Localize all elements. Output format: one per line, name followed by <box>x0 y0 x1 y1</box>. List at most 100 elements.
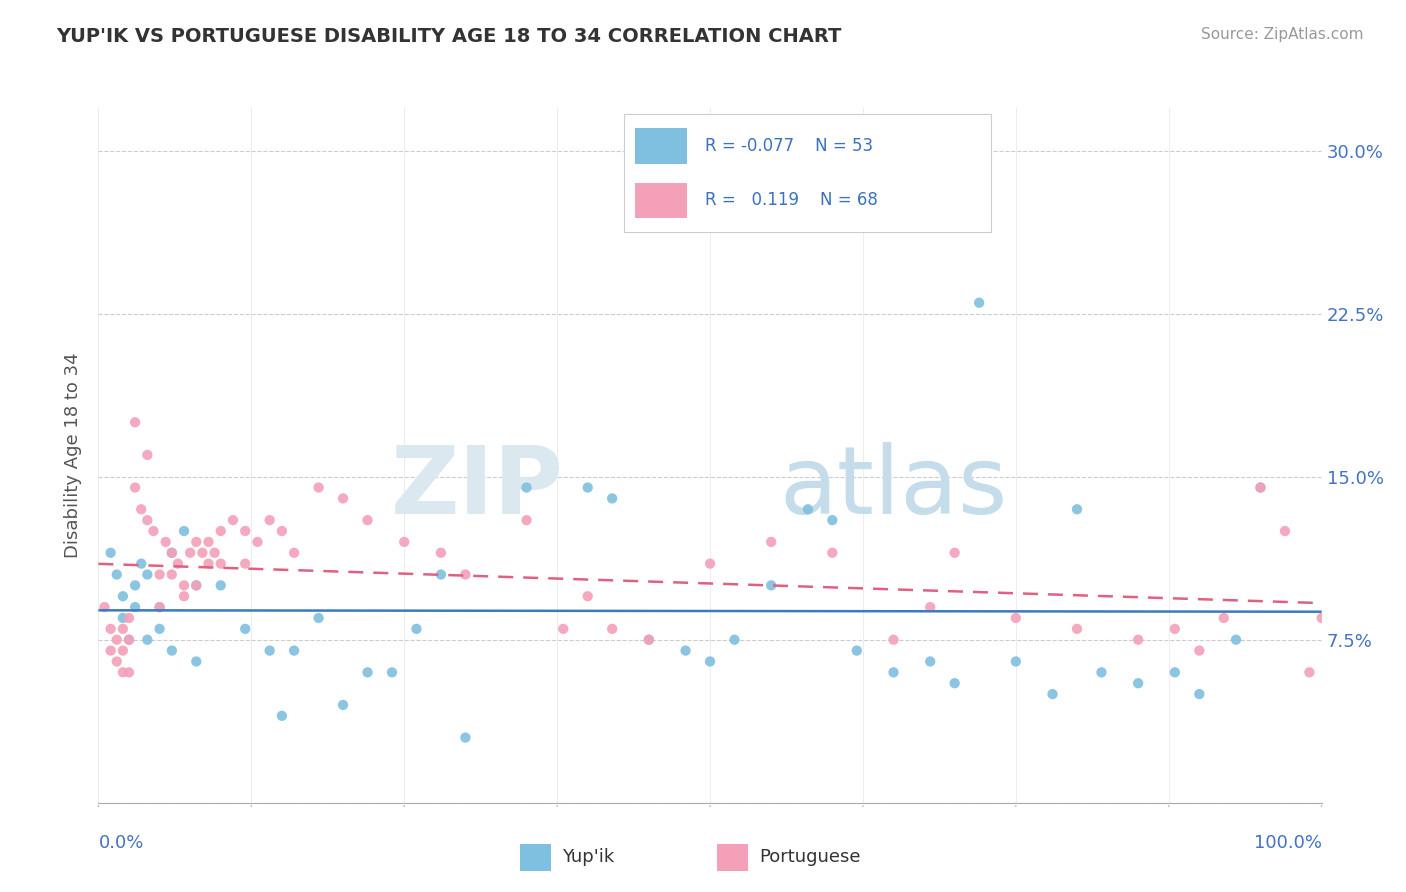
Point <box>920 600 942 615</box>
Point <box>209 557 232 571</box>
Point <box>638 632 661 647</box>
Point <box>675 643 697 657</box>
Point <box>160 567 183 582</box>
Point <box>430 567 453 582</box>
Point <box>105 567 128 582</box>
Point <box>233 524 256 538</box>
Point <box>1250 481 1272 495</box>
Point <box>155 535 177 549</box>
Text: atlas: atlas <box>779 442 1008 533</box>
Point <box>173 524 195 538</box>
Point <box>233 557 256 571</box>
Point <box>1042 687 1064 701</box>
Point <box>356 513 378 527</box>
Point <box>259 513 281 527</box>
Text: 100.0%: 100.0% <box>1254 834 1322 852</box>
Point <box>160 546 183 560</box>
Point <box>111 622 134 636</box>
Point <box>149 622 172 636</box>
Point <box>136 632 159 647</box>
Point <box>600 622 623 636</box>
Point <box>100 643 122 657</box>
Point <box>1004 655 1026 669</box>
Point <box>283 546 305 560</box>
Point <box>1066 502 1088 516</box>
Point <box>1212 611 1234 625</box>
Point <box>100 546 122 560</box>
Point <box>167 557 190 571</box>
Point <box>209 578 232 592</box>
Point <box>845 643 868 657</box>
Point <box>761 535 783 549</box>
Point <box>332 491 354 506</box>
Point <box>699 557 721 571</box>
Point <box>308 481 330 495</box>
Point <box>105 655 128 669</box>
Point <box>118 632 141 647</box>
Point <box>1274 524 1296 538</box>
Point <box>191 546 214 560</box>
Point <box>111 611 134 625</box>
Point <box>142 524 165 538</box>
Point <box>1090 665 1112 680</box>
Point <box>124 578 146 592</box>
Point <box>1164 665 1187 680</box>
Point <box>209 524 232 538</box>
Point <box>797 502 820 516</box>
Point <box>136 567 159 582</box>
Point <box>124 415 146 429</box>
Point <box>124 481 146 495</box>
Point <box>920 655 942 669</box>
Point <box>118 611 141 625</box>
Point <box>179 546 201 560</box>
Point <box>118 665 141 680</box>
Point <box>100 622 122 636</box>
Point <box>516 481 538 495</box>
Point <box>186 655 208 669</box>
Text: Source: ZipAtlas.com: Source: ZipAtlas.com <box>1201 27 1364 42</box>
Text: Portuguese: Portuguese <box>759 848 860 866</box>
Point <box>553 622 575 636</box>
Text: YUP'IK VS PORTUGUESE DISABILITY AGE 18 TO 34 CORRELATION CHART: YUP'IK VS PORTUGUESE DISABILITY AGE 18 T… <box>56 27 842 45</box>
Point <box>1128 632 1150 647</box>
Point <box>1225 632 1247 647</box>
Point <box>222 513 245 527</box>
Point <box>356 665 378 680</box>
Point <box>1298 665 1320 680</box>
Point <box>270 524 294 538</box>
Point <box>723 632 745 647</box>
Point <box>270 708 294 723</box>
Text: 0.0%: 0.0% <box>98 834 143 852</box>
Point <box>136 448 159 462</box>
Point <box>1188 643 1211 657</box>
Point <box>430 546 453 560</box>
Point <box>136 513 159 527</box>
Point <box>124 600 146 615</box>
Point <box>197 535 219 549</box>
Text: ZIP: ZIP <box>391 442 564 533</box>
Point <box>149 600 172 615</box>
Point <box>405 622 427 636</box>
Point <box>699 655 721 669</box>
Point <box>149 600 172 615</box>
Point <box>576 481 599 495</box>
Point <box>943 546 966 560</box>
Point <box>93 600 115 615</box>
Point <box>821 546 844 560</box>
Point <box>186 578 208 592</box>
Point <box>160 546 183 560</box>
Point <box>381 665 404 680</box>
Point <box>516 513 538 527</box>
Point <box>173 578 195 592</box>
Point <box>173 589 195 603</box>
Y-axis label: Disability Age 18 to 34: Disability Age 18 to 34 <box>65 352 83 558</box>
Point <box>1310 611 1333 625</box>
Point <box>186 578 208 592</box>
Point <box>332 698 354 712</box>
Point <box>1164 622 1187 636</box>
Point <box>160 643 183 657</box>
Point <box>1004 611 1026 625</box>
Point <box>111 665 134 680</box>
Point <box>197 557 219 571</box>
Point <box>111 589 134 603</box>
